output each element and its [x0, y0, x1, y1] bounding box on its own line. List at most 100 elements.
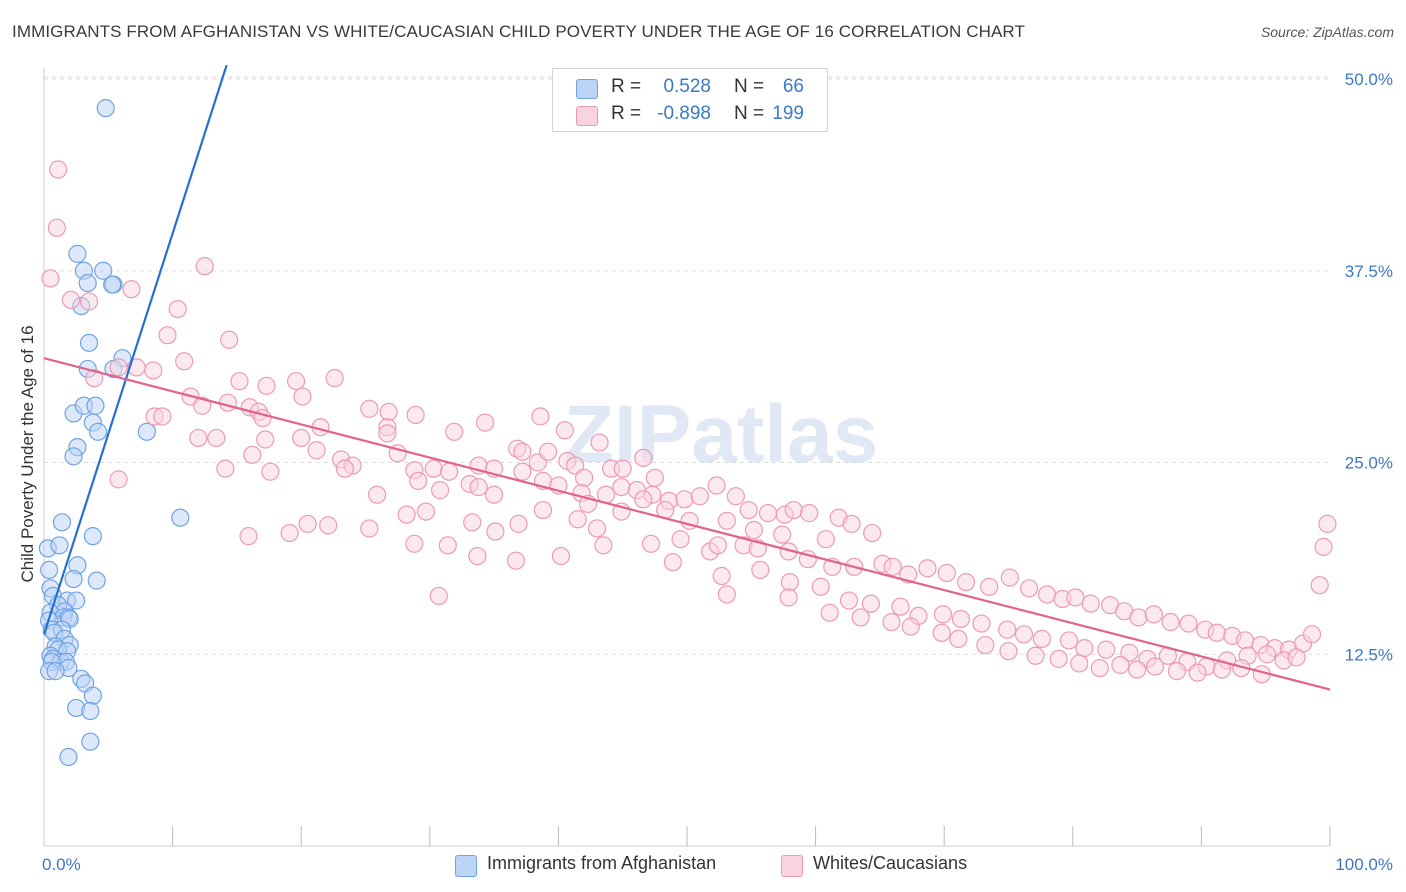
data-point [590, 433, 609, 452]
data-point [78, 273, 97, 293]
data-point [717, 511, 736, 530]
stats-r-label: R = [611, 76, 642, 97]
data-point [1097, 640, 1116, 659]
data-point [257, 376, 276, 395]
data-point [429, 586, 448, 606]
data-point [779, 588, 798, 607]
data-point [891, 597, 910, 616]
data-point [513, 462, 532, 481]
data-point [901, 617, 920, 636]
data-point [68, 244, 87, 263]
y-axis-title: Child Poverty Under the Age of 16 [18, 325, 37, 583]
legend-swatch-pink [781, 855, 803, 877]
data-point [1000, 568, 1019, 587]
data-point [1075, 639, 1094, 658]
data-point [195, 257, 214, 276]
data-point [360, 399, 379, 418]
data-point [335, 459, 355, 478]
data-point [298, 514, 317, 533]
data-point [555, 421, 574, 440]
data-point [1207, 623, 1226, 642]
data-point [1129, 608, 1148, 627]
data-point [193, 396, 212, 415]
stats-r-value: 0.528 [663, 76, 711, 97]
data-point [46, 662, 65, 681]
data-point [671, 530, 690, 549]
data-point [1287, 648, 1306, 667]
x-tick-label: 100.0% [1335, 855, 1393, 874]
data-point [64, 447, 83, 466]
data-point [663, 553, 682, 572]
data-point [1070, 654, 1089, 673]
data-point [103, 275, 122, 294]
data-point [81, 701, 100, 721]
y-tick-label: 50.0% [1345, 70, 1393, 89]
data-point [438, 536, 457, 555]
data-point [230, 372, 249, 391]
data-point [1120, 643, 1139, 662]
data-point [1257, 645, 1277, 664]
data-point [468, 546, 487, 566]
data-point [1081, 594, 1100, 613]
data-point [47, 218, 66, 237]
data-point [79, 333, 99, 352]
data-point [367, 485, 387, 504]
data-point [325, 369, 344, 388]
data-point [951, 609, 971, 629]
data-point [613, 459, 632, 478]
data-point [207, 428, 226, 448]
y-tick-label: 25.0% [1345, 454, 1393, 473]
stats-box: R = 0.528 N = 66 R = -0.898 N = 199 [552, 68, 828, 132]
data-point [1111, 655, 1130, 675]
data-point [1236, 631, 1255, 650]
data-point [40, 560, 59, 579]
data-point [739, 500, 758, 520]
data-point [594, 536, 613, 555]
data-point [87, 571, 106, 590]
trend-lines [42, 64, 1331, 691]
data-point [773, 525, 792, 544]
data-point [744, 520, 763, 540]
data-point [319, 516, 338, 535]
y-tick-label: 37.5% [1345, 262, 1393, 281]
data-point [980, 577, 999, 596]
stats-r-value: -0.898 [657, 103, 711, 124]
data-point [243, 445, 262, 464]
data-point [109, 470, 128, 489]
data-point [158, 326, 177, 345]
data-point [486, 522, 505, 541]
data-point [708, 536, 727, 555]
data-point [751, 560, 770, 579]
data-point [292, 428, 311, 448]
data-point [531, 407, 550, 426]
data-point [816, 530, 835, 549]
data-point [424, 459, 443, 478]
trend-line-whites [43, 357, 1331, 691]
data-point [49, 160, 68, 179]
data-point [216, 459, 235, 478]
data-point [41, 269, 60, 288]
data-point [509, 514, 528, 533]
data-point [86, 396, 105, 415]
data-point [949, 629, 968, 649]
data-point [360, 519, 379, 538]
data-point [675, 490, 694, 509]
stats-n-label: N = [734, 103, 765, 124]
data-point [842, 514, 861, 533]
data-point [784, 500, 803, 520]
data-point [307, 441, 326, 460]
data-point [551, 546, 571, 566]
data-point [918, 559, 937, 578]
data-point [239, 527, 258, 546]
data-point [568, 510, 587, 529]
data-point [712, 566, 731, 586]
data-point [261, 462, 280, 481]
data-point [430, 481, 450, 500]
data-point [1037, 585, 1057, 604]
data-point [612, 477, 631, 497]
data-point [153, 407, 172, 426]
data-point [94, 261, 113, 280]
data-point [1318, 514, 1337, 533]
data-point [575, 468, 594, 487]
data-point [59, 747, 78, 767]
